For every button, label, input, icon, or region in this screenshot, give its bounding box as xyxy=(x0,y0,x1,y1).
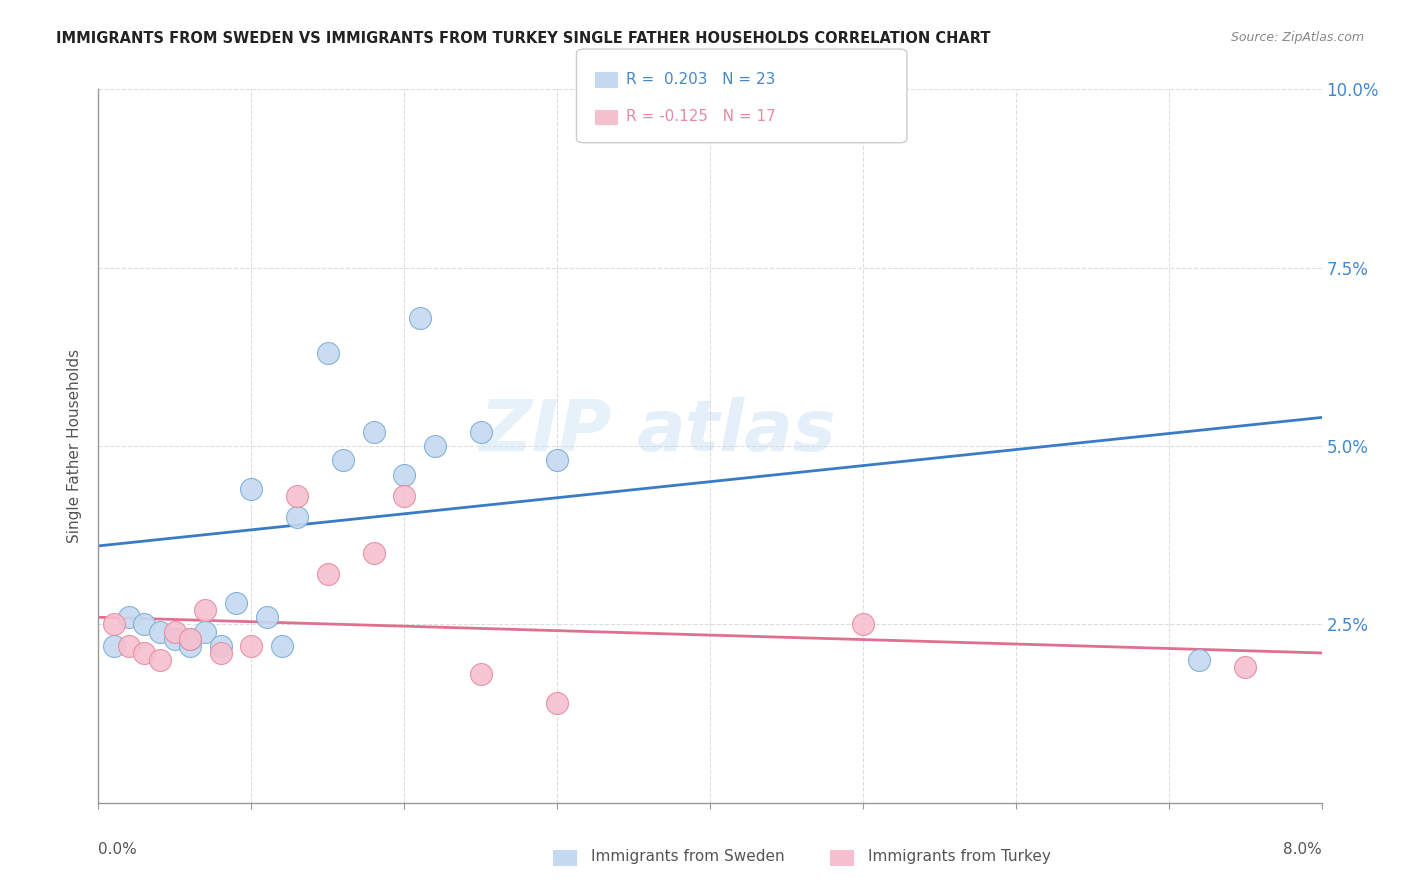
Immigrants from Sweden xyxy=(179,639,201,653)
Text: 8.0%: 8.0% xyxy=(1282,842,1322,857)
Immigrants from Sweden xyxy=(408,310,430,325)
Immigrants from Turkey xyxy=(194,603,217,617)
Immigrants from Turkey xyxy=(209,646,232,660)
Immigrants from Sweden xyxy=(470,425,492,439)
Immigrants from Sweden xyxy=(363,425,385,439)
Immigrants from Turkey xyxy=(1234,660,1257,674)
Immigrants from Sweden xyxy=(134,617,156,632)
Text: R =  0.203   N = 23: R = 0.203 N = 23 xyxy=(626,72,775,87)
Text: R = -0.125   N = 17: R = -0.125 N = 17 xyxy=(626,110,776,124)
Immigrants from Turkey xyxy=(470,667,492,681)
Text: IMMIGRANTS FROM SWEDEN VS IMMIGRANTS FROM TURKEY SINGLE FATHER HOUSEHOLDS CORREL: IMMIGRANTS FROM SWEDEN VS IMMIGRANTS FRO… xyxy=(56,31,991,46)
Immigrants from Turkey xyxy=(363,546,385,560)
Text: Immigrants from Sweden: Immigrants from Sweden xyxy=(591,849,785,863)
Immigrants from Turkey xyxy=(285,489,308,503)
Immigrants from Sweden xyxy=(285,510,308,524)
Immigrants from Turkey xyxy=(546,696,568,710)
Text: 0.0%: 0.0% xyxy=(98,842,138,857)
Immigrants from Turkey xyxy=(118,639,141,653)
Immigrants from Sweden xyxy=(423,439,446,453)
Immigrants from Sweden xyxy=(392,467,416,482)
Immigrants from Turkey xyxy=(240,639,263,653)
Immigrants from Sweden xyxy=(240,482,263,496)
Immigrants from Sweden xyxy=(316,346,339,360)
Immigrants from Turkey xyxy=(852,617,875,632)
Immigrants from Turkey xyxy=(316,567,339,582)
Immigrants from Sweden xyxy=(163,632,186,646)
Text: atlas: atlas xyxy=(637,397,837,467)
Immigrants from Sweden xyxy=(103,639,125,653)
Immigrants from Sweden xyxy=(332,453,354,467)
Immigrants from Sweden xyxy=(270,639,294,653)
Immigrants from Sweden xyxy=(118,610,141,624)
Immigrants from Turkey xyxy=(134,646,156,660)
Text: ZIP: ZIP xyxy=(479,397,612,467)
Y-axis label: Single Father Households: Single Father Households xyxy=(67,349,83,543)
Immigrants from Sweden xyxy=(225,596,247,610)
Immigrants from Sweden xyxy=(194,624,217,639)
Immigrants from Turkey xyxy=(149,653,172,667)
Text: Immigrants from Turkey: Immigrants from Turkey xyxy=(868,849,1050,863)
Immigrants from Sweden xyxy=(179,632,201,646)
Immigrants from Sweden xyxy=(1188,653,1211,667)
Immigrants from Sweden xyxy=(546,453,568,467)
Immigrants from Sweden xyxy=(209,639,232,653)
Immigrants from Sweden xyxy=(256,610,278,624)
Immigrants from Sweden xyxy=(149,624,172,639)
Immigrants from Turkey xyxy=(179,632,201,646)
Text: Source: ZipAtlas.com: Source: ZipAtlas.com xyxy=(1230,31,1364,45)
Immigrants from Turkey xyxy=(163,624,186,639)
Immigrants from Turkey xyxy=(103,617,125,632)
Immigrants from Turkey xyxy=(392,489,416,503)
